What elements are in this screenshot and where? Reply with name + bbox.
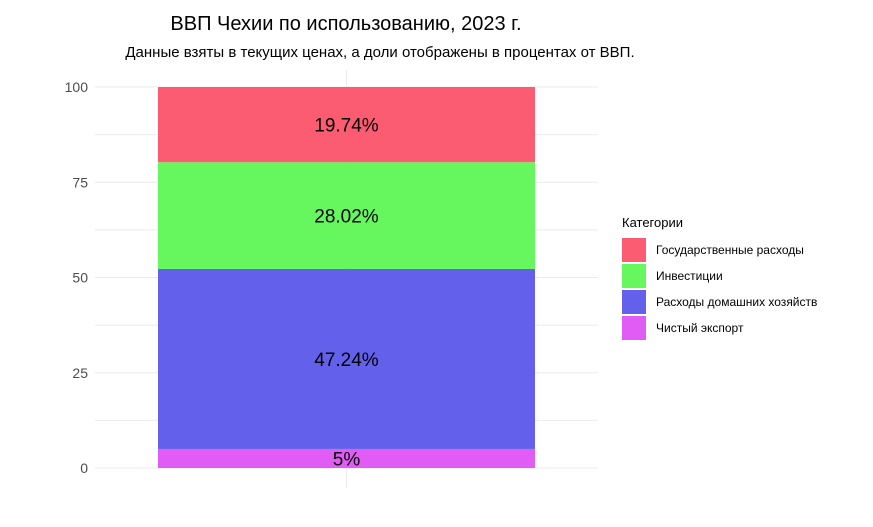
stacked-bar: 5% 47.24% 28.02% 19.74% [158, 87, 535, 470]
legend-swatch [622, 316, 646, 340]
legend-label: Государственные расходы [656, 243, 804, 257]
y-axis-ticks: 0 25 50 75 100 [65, 79, 89, 476]
y-tick-label: 100 [65, 79, 89, 95]
legend-swatch [622, 238, 646, 262]
legend-label: Расходы домашних хозяйств [656, 295, 817, 309]
chart-title: ВВП Чехии по использованию, 2023 г. [170, 13, 521, 35]
data-label: 47.24% [314, 350, 379, 371]
bar-segment [158, 268, 535, 449]
y-tick-label: 75 [72, 174, 88, 190]
data-label: 19.74% [314, 116, 379, 137]
y-tick-label: 50 [72, 270, 88, 286]
data-label: 28.02% [314, 207, 379, 228]
legend-swatch [622, 290, 646, 314]
legend-swatch [622, 264, 646, 288]
bar-segment [158, 448, 535, 468]
legend-title: Категории [622, 215, 683, 230]
bar-segment [158, 87, 535, 163]
legend-label: Инвестиции [656, 269, 723, 283]
chart-subtitle: Данные взяты в текущих ценах, а доли ото… [125, 44, 634, 61]
y-tick-label: 0 [80, 460, 88, 476]
legend-label: Чистый экспорт [656, 321, 744, 335]
legend: Категории Государственные расходы Инвести… [622, 215, 817, 340]
bar-segment [158, 162, 535, 269]
y-tick-label: 25 [72, 365, 88, 381]
data-label: 5% [333, 449, 361, 470]
